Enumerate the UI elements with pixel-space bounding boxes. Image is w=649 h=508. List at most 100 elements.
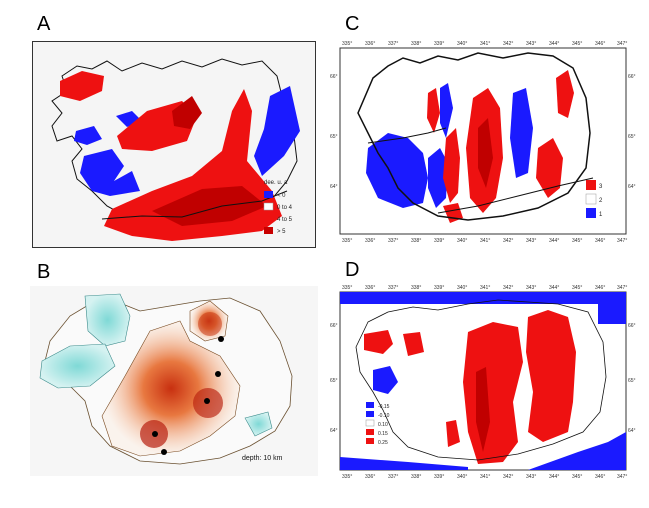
panel-c-bottom-tick: 336° <box>365 238 375 244</box>
panel-c-letter: C <box>345 13 360 35</box>
panel-d-bottom-tick: 342° <box>503 474 513 480</box>
panel-d-bottom-tick: 336° <box>365 474 375 480</box>
panel-d-bottom-tick: 338° <box>411 474 421 480</box>
panel-c-right-tick: 66° <box>628 74 636 80</box>
panel-b-station-dot <box>152 431 158 437</box>
panel-b-cyan-region <box>244 411 273 437</box>
panel-c-right-tick: 65° <box>628 134 636 140</box>
panel-a-red-region <box>172 96 202 129</box>
panel-d-blue-strip <box>340 292 626 304</box>
panel-d-bottom-tick: 339° <box>434 474 444 480</box>
panel-d-top-tick: 340° <box>457 285 467 291</box>
panel-b-hotspot <box>198 312 222 336</box>
panel-d-legend-label: 0.15 <box>378 431 388 437</box>
panel-c-top-tick: 336° <box>365 41 375 47</box>
panel-c-bottom-tick: 339° <box>434 238 444 244</box>
panel-a-blue-region <box>254 86 300 176</box>
panel-d-top-tick: 344° <box>549 285 559 291</box>
panel-c-top-tick: 343° <box>526 41 536 47</box>
panel-d-right-tick: 66° <box>628 323 636 329</box>
panel-b-letter: B <box>37 261 51 283</box>
panel-d-coastline <box>355 299 607 461</box>
panel-b-station-dot <box>215 371 221 377</box>
panel-d-bottom-tick: 346° <box>595 474 605 480</box>
panel-d-top-tick: 339° <box>434 285 444 291</box>
panel-b-orange-region <box>101 320 241 457</box>
panel-d-left-tick: 65° <box>330 378 338 384</box>
panel-d-red-region <box>364 330 393 354</box>
panel-b-caption: depth: 10 km <box>242 455 283 462</box>
panel-d-bottom-tick: 340° <box>457 474 467 480</box>
panel-d-legend: -0.15 -0.10 0.10 0.15 0.25 <box>365 402 390 446</box>
panel-c-red-region <box>556 70 574 118</box>
panel-d-red-region <box>403 332 424 356</box>
panel-c-top-tick: 342° <box>503 41 513 47</box>
panel-c-left-tick: 65° <box>330 134 338 140</box>
panel-d-right-tick: 64° <box>628 428 636 434</box>
panel-c-red-region <box>478 118 493 188</box>
panel-d-top-tick: 336° <box>365 285 375 291</box>
panel-c-bottom-tick: 335° <box>342 238 352 244</box>
panel-c-top-tick: 338° <box>411 41 421 47</box>
panel-c-legend: 3 2 1 <box>585 180 603 218</box>
panel-b-station-dot <box>161 449 167 455</box>
panel-c-coastline <box>357 52 591 221</box>
panel-a-red-region <box>60 71 104 101</box>
panel-c-left-tick: 64° <box>330 184 338 190</box>
panel-c-top-tick: 344° <box>549 41 559 47</box>
panel-d-letter: D <box>345 259 360 281</box>
panel-a-legend-title: dee. u. a <box>264 180 288 186</box>
panel-c-blue-region <box>428 148 448 208</box>
panel-d-red-region <box>476 367 490 452</box>
panel-a-legend-label: < 0 <box>277 193 286 199</box>
panel-c-red-region <box>427 88 440 133</box>
panel-d-top-tick: 346° <box>595 285 605 291</box>
panel-c-top-tick: 347° <box>617 41 627 47</box>
panel-c-top-tick: 337° <box>388 41 398 47</box>
panel-c-top-tick: 340° <box>457 41 467 47</box>
panel-c-legend-label: 2 <box>599 198 603 204</box>
panel-d-bottom-tick: 343° <box>526 474 536 480</box>
panel-b-cyan-region <box>39 343 116 389</box>
panel-b-map: depth: 10 km <box>30 286 318 476</box>
panel-c-bottom-tick: 345° <box>572 238 582 244</box>
panel-d-blue-strip <box>340 457 468 470</box>
panel-c-top-tick: 346° <box>595 41 605 47</box>
panel-c-bottom-tick: 338° <box>411 238 421 244</box>
panel-d-map: 335° 336° 337° 338° 339° 340° 341° 342° … <box>330 285 636 480</box>
panel-d-bottom-tick: 337° <box>388 474 398 480</box>
panel-a-legend-label: > 5 <box>277 229 286 235</box>
panel-d-blue-strip <box>528 432 626 470</box>
panel-c-map: 335° 336° 337° 338° 339° 340° 341° 342° … <box>330 41 636 244</box>
panel-c-bottom-tick: 346° <box>595 238 605 244</box>
panel-c-top-tick: 341° <box>480 41 490 47</box>
panel-a-blue-region <box>74 126 102 145</box>
panel-d-left-tick: 66° <box>330 323 338 329</box>
panel-a-map: dee. u. a < 0 0 to 4 4 to 5 > 5 <box>32 41 316 248</box>
panel-d-left-tick: 64° <box>330 428 338 434</box>
panel-d-legend-label: 0.10 <box>378 422 388 428</box>
panel-d-blue-strip <box>598 304 626 324</box>
panel-c-bottom-tick: 342° <box>503 238 513 244</box>
panel-a-legend-label: 0 to 4 <box>277 205 293 211</box>
panel-d-top-tick: 337° <box>388 285 398 291</box>
panel-d-top-tick: 338° <box>411 285 421 291</box>
panel-d-bottom-tick: 344° <box>549 474 559 480</box>
panel-c-red-region <box>443 128 460 203</box>
panel-c-bottom-tick: 340° <box>457 238 467 244</box>
panel-c-legend-label: 3 <box>599 184 603 190</box>
panel-c-bottom-tick: 347° <box>617 238 627 244</box>
panel-c-bottom-tick: 343° <box>526 238 536 244</box>
panel-a-legend: dee. u. a < 0 0 to 4 4 to 5 > 5 <box>263 180 293 235</box>
panel-a-red-region <box>152 186 267 226</box>
panel-d-right-tick: 65° <box>628 378 636 384</box>
panel-d-top-tick: 342° <box>503 285 513 291</box>
panel-d-red-region <box>446 420 460 447</box>
panel-a-blue-region <box>80 149 140 196</box>
panel-c-red-region <box>536 138 563 198</box>
panel-d-top-tick: 335° <box>342 285 352 291</box>
panel-d-bottom-tick: 335° <box>342 474 352 480</box>
panel-d-bottom-tick: 341° <box>480 474 490 480</box>
panel-a-letter: A <box>37 13 51 35</box>
panel-c-bottom-tick: 341° <box>480 238 490 244</box>
